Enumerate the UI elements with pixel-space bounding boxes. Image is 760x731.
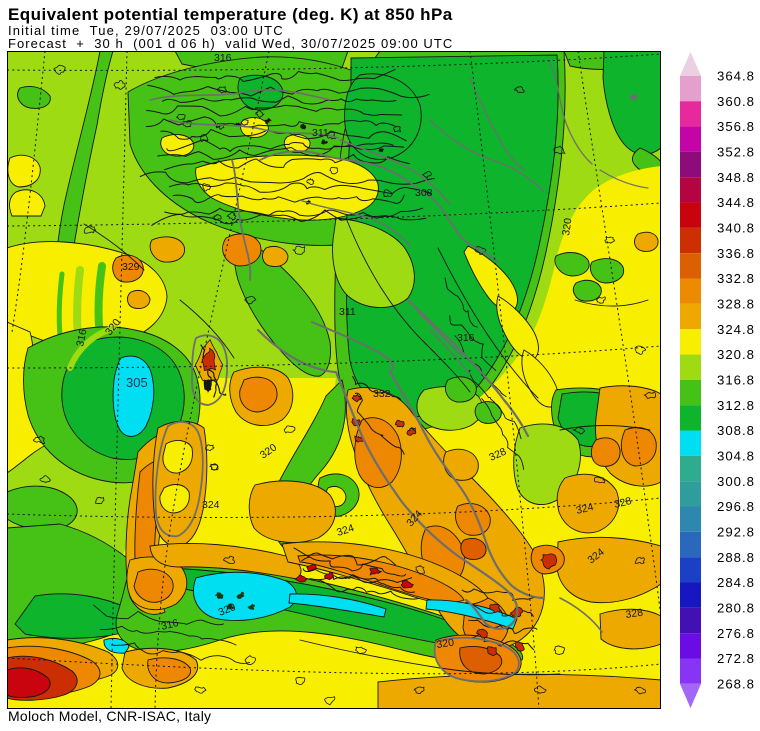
svg-text:320: 320	[436, 637, 455, 651]
svg-text:356.8: 356.8	[717, 119, 755, 134]
svg-text:308: 308	[415, 187, 433, 199]
svg-text:276.8: 276.8	[717, 626, 755, 641]
svg-text:329: 329	[122, 261, 140, 273]
svg-text:312.8: 312.8	[717, 398, 755, 413]
svg-text:311: 311	[339, 306, 356, 318]
svg-text:292.8: 292.8	[717, 524, 755, 539]
svg-text:316: 316	[74, 328, 89, 348]
svg-text:328: 328	[625, 607, 644, 621]
svg-text:348.8: 348.8	[717, 170, 755, 185]
svg-text:320.8: 320.8	[717, 347, 755, 362]
svg-text:364.8: 364.8	[717, 69, 755, 84]
svg-text:324: 324	[575, 501, 595, 517]
svg-text:308.8: 308.8	[717, 423, 755, 438]
svg-text:324.8: 324.8	[717, 322, 755, 337]
svg-text:316: 316	[160, 617, 180, 633]
svg-text:280.8: 280.8	[717, 600, 755, 615]
svg-text:340.8: 340.8	[717, 221, 755, 236]
svg-text:284.8: 284.8	[717, 575, 755, 590]
svg-text:328.8: 328.8	[717, 297, 755, 312]
svg-text:352.8: 352.8	[717, 145, 755, 160]
svg-text:272.8: 272.8	[717, 651, 755, 666]
svg-text:268.8: 268.8	[717, 676, 755, 691]
svg-text:316: 316	[457, 332, 475, 344]
svg-text:300.8: 300.8	[717, 474, 755, 489]
svg-text:328: 328	[613, 495, 633, 511]
svg-text:344.8: 344.8	[717, 195, 755, 210]
svg-text:324: 324	[202, 499, 220, 511]
svg-text:316.8: 316.8	[717, 373, 755, 388]
svg-text:316: 316	[214, 52, 232, 64]
svg-text:288.8: 288.8	[717, 550, 755, 565]
svg-text:296.8: 296.8	[717, 499, 755, 514]
svg-text:336.8: 336.8	[717, 246, 755, 261]
svg-text:311: 311	[312, 127, 329, 139]
svg-text:305: 305	[126, 375, 148, 390]
svg-text:304.8: 304.8	[717, 449, 755, 464]
svg-text:332: 332	[373, 388, 391, 400]
svg-text:332.8: 332.8	[717, 271, 755, 286]
svg-text:324: 324	[335, 522, 356, 539]
svg-text:360.8: 360.8	[717, 94, 755, 109]
svg-text:320: 320	[560, 217, 574, 236]
